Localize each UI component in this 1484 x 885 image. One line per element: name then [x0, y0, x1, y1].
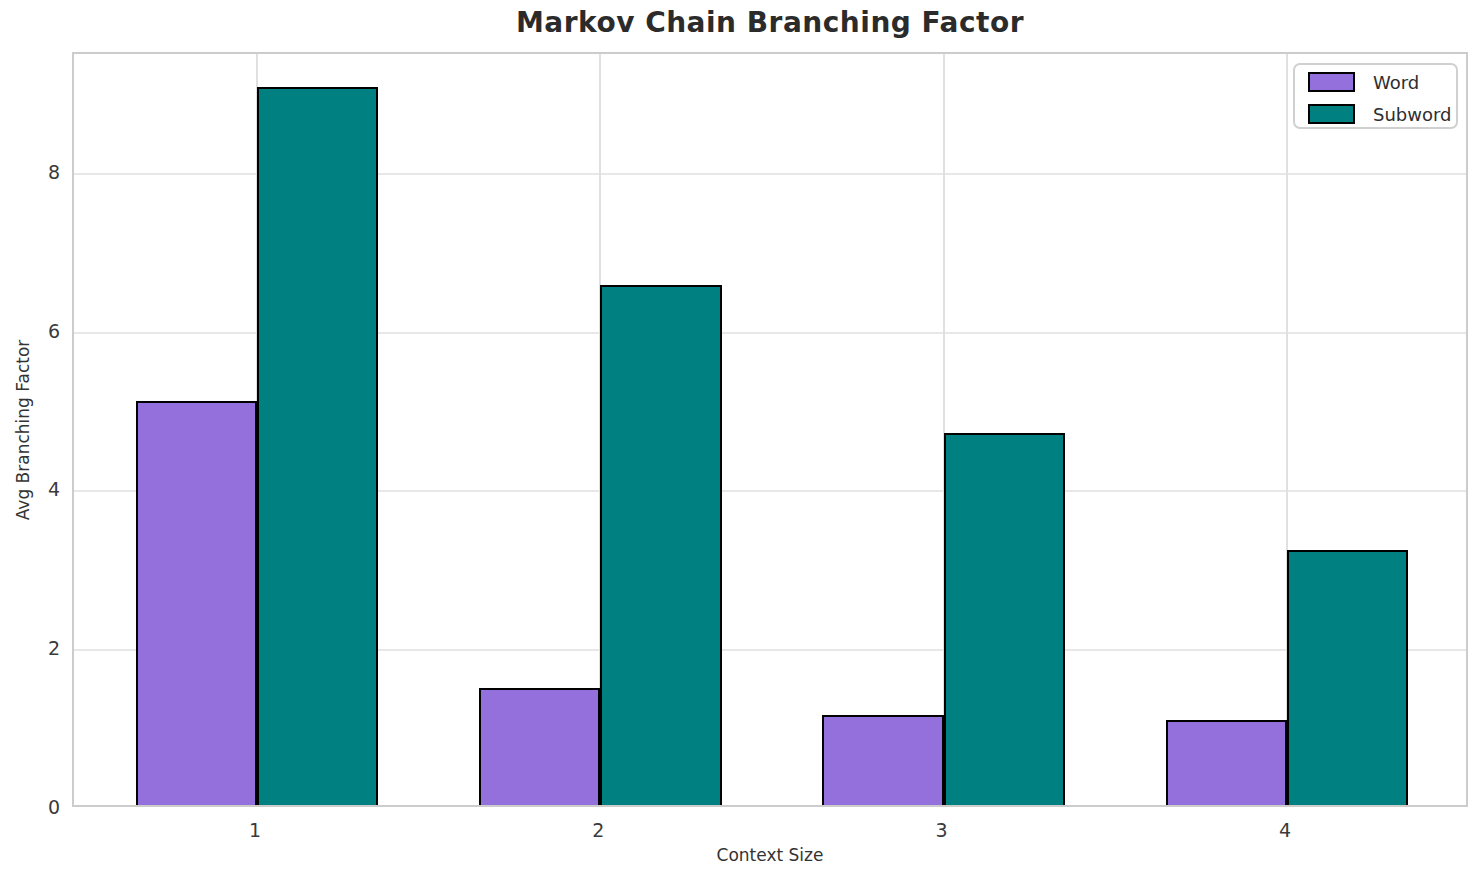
bar-word-4 — [1166, 720, 1287, 805]
bar-word-1 — [136, 401, 257, 805]
xtick-label-1: 1 — [215, 818, 295, 842]
chart-figure: Markov Chain Branching Factor 02468 1234… — [0, 0, 1484, 885]
legend-row-word: Word — [1308, 66, 1456, 98]
xtick-label-3: 3 — [902, 818, 982, 842]
xtick-label-4: 4 — [1245, 818, 1325, 842]
bar-subword-1 — [257, 87, 378, 805]
x-axis-label: Context Size — [72, 845, 1468, 865]
bar-subword-2 — [600, 285, 721, 805]
bar-word-2 — [479, 688, 600, 805]
legend-row-subword: Subword — [1308, 98, 1456, 130]
bar-subword-4 — [1287, 550, 1408, 805]
xtick-label-2: 2 — [558, 818, 638, 842]
bar-subword-3 — [944, 433, 1065, 805]
legend: Word Subword — [1293, 63, 1458, 129]
legend-label-word: Word — [1373, 72, 1419, 93]
legend-swatch-subword — [1308, 104, 1355, 124]
bar-word-3 — [822, 715, 943, 805]
chart-title: Markov Chain Branching Factor — [72, 6, 1468, 39]
y-axis-label: Avg Branching Factor — [13, 340, 33, 521]
ytick-label-2: 2 — [0, 636, 60, 660]
plot-area — [72, 52, 1468, 807]
ytick-label-8: 8 — [0, 160, 60, 184]
ytick-label-0: 0 — [0, 795, 60, 819]
legend-swatch-word — [1308, 72, 1355, 92]
legend-label-subword: Subword — [1373, 104, 1452, 125]
